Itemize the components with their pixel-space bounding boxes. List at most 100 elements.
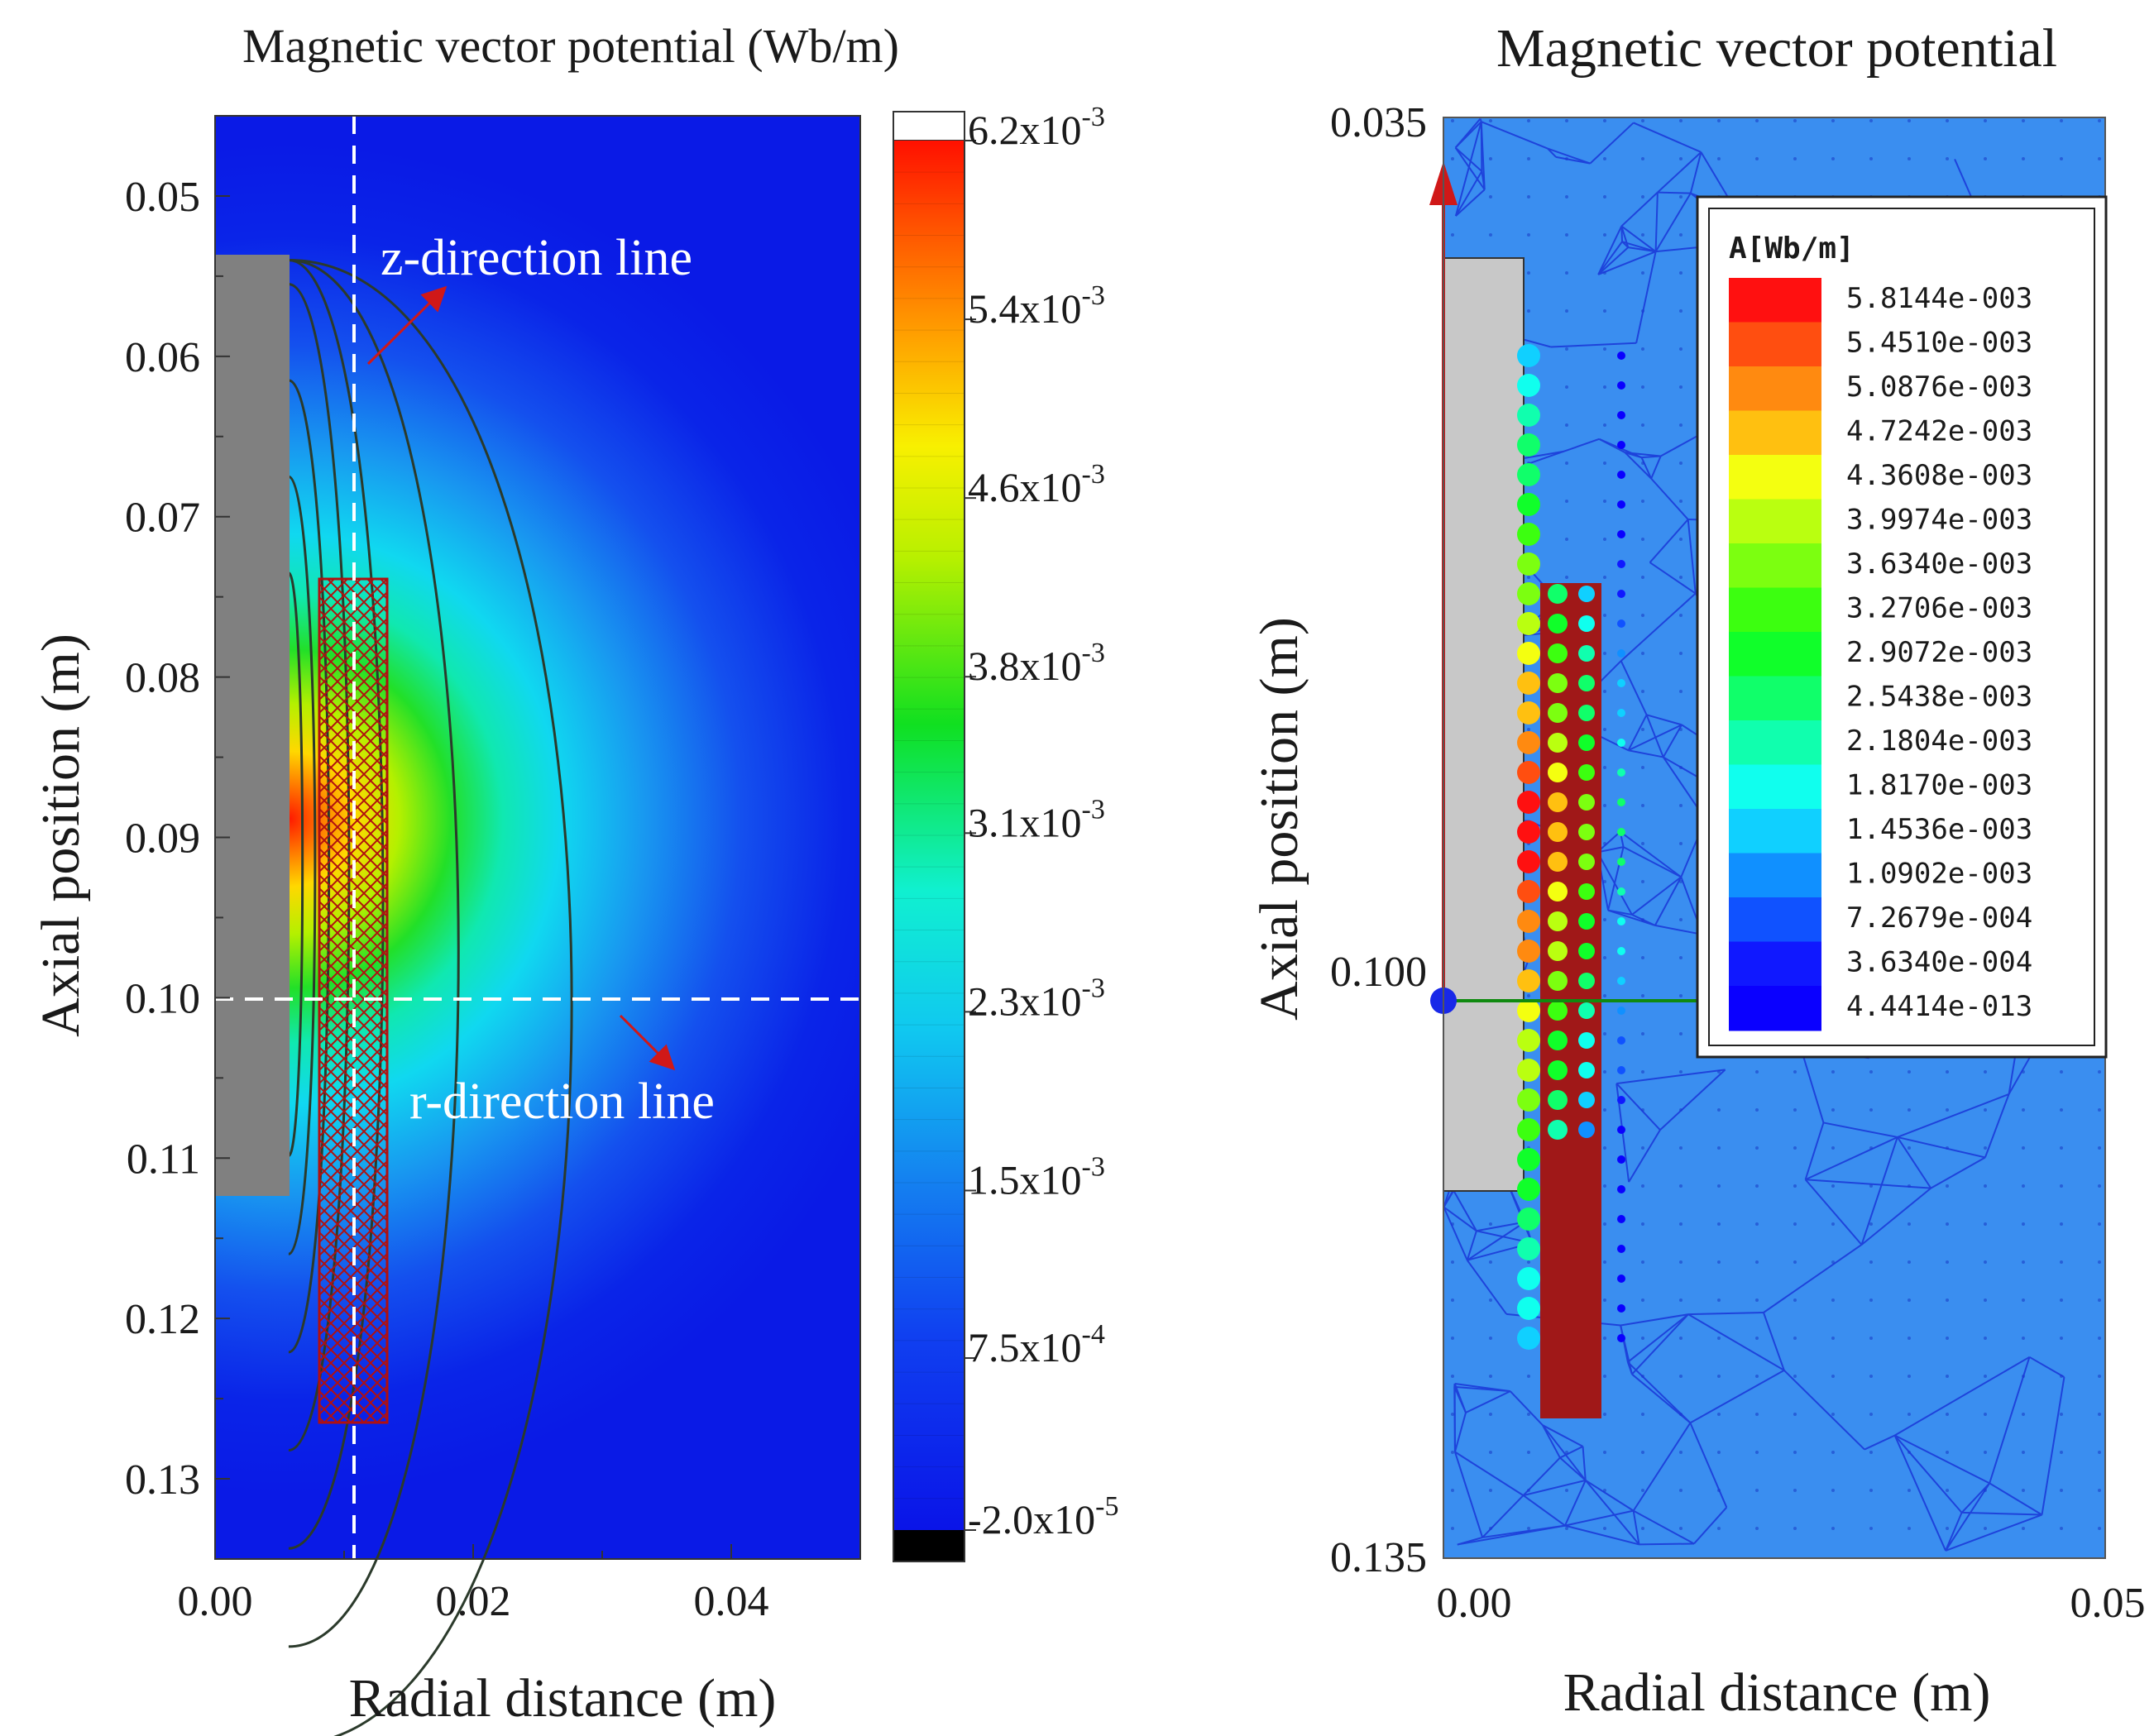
mesh-edge [1547,147,1557,158]
legend-entry: 7.2679e-004 [1846,901,2032,935]
mesh-edge [1897,1093,2009,1138]
mesh-edge [1945,1482,1991,1552]
potential-field [215,116,860,1559]
vector-marker [1617,1245,1625,1253]
legend-entry: 4.4414e-013 [1846,990,2032,1023]
mesh-edge [1542,1424,1587,1481]
vector-marker [1578,764,1595,781]
legend-entry: 1.8170e-003 [1846,769,2032,802]
mesh-edge [1454,1385,1510,1393]
mesh-edge [1522,1494,1566,1527]
x-axis-ticks: 0.00 0.02 0.04 [178,1544,861,1625]
y-tick-label: 0.13 [125,1456,200,1504]
vector-marker [1517,910,1540,933]
x-tick-label: 0.02 [436,1578,511,1625]
contour-line [288,259,573,1736]
vector-marker [1517,969,1540,992]
right-y-tick-top: 0.035 [1330,99,1427,146]
vector-marker [1548,584,1568,604]
vector-marker [1617,1036,1625,1045]
mesh-edge [1763,1244,1863,1313]
vector-marker [1617,1275,1625,1283]
mesh-edge [1646,714,1683,726]
y-tick-label: 0.05 [125,174,200,221]
vector-marker [1578,943,1595,959]
right-x-label: Radial distance (m) [1563,1662,1991,1723]
mesh-edge [1662,724,1683,758]
mesh-edge [1564,1480,1587,1527]
vector-marker [1548,733,1568,753]
z-direction-label: z-direction line [381,230,692,286]
mesh-edge [1657,191,1691,194]
y-tick-label: 0.11 [127,1136,200,1183]
mesh-edge [1466,1260,1507,1315]
mesh-edge [1616,1069,1726,1085]
left-x-label: Radial distance (m) [349,1668,777,1729]
legend-entry: 4.7242e-003 [1846,415,2032,448]
vector-marker [1517,493,1540,516]
vector-marker [1517,1237,1540,1260]
vector-marker [1617,977,1625,985]
vector-marker [1617,1155,1625,1164]
vector-marker [1617,887,1625,896]
vector-marker [1517,1327,1540,1350]
mesh-edge [1559,1456,1587,1481]
mesh-edge [1453,1386,1456,1452]
vector-marker [1578,1062,1595,1078]
y-axis-ticks: 0.05 0.06 0.07 0.08 0.09 0.10 0.11 0.12 0.13 [125,174,230,1504]
mesh-edge [1864,1434,1896,1451]
vector-marker [1517,523,1540,546]
y-tick-label: 0.08 [125,655,200,702]
legend-box: A[Wb/m] 5.8144e-003 5.4510e-003 5.0876e-00… [1696,195,2108,1059]
mesh-edge [1564,1524,1639,1546]
x-tick-label: 0.04 [694,1578,769,1625]
legend-swatch [1729,632,1821,677]
vector-marker [1617,530,1625,538]
vector-marker [1517,642,1540,665]
mesh-edge [1631,1313,1689,1375]
mesh-edge [1454,146,1483,172]
vector-marker [1517,1208,1540,1231]
mesh-edge [1597,226,1623,275]
y-tick-label: 0.06 [125,334,200,381]
mesh-edge [1984,1093,2010,1158]
mesh-edge [1455,189,1486,217]
legend-entry: 1.0902e-003 [1846,858,2032,891]
mesh-edge [1639,1542,1695,1546]
vector-marker [1517,404,1540,427]
mesh-edge [1607,909,1633,916]
vector-marker [1578,1002,1595,1019]
mesh-edge [1689,1369,1785,1424]
mesh-edge [1457,1524,1566,1546]
vector-marker [1578,973,1595,989]
mesh-edge [1640,457,1653,480]
mesh-edge [1893,1435,1947,1552]
mesh-edge [1623,846,1682,878]
vector-marker [1617,1215,1625,1223]
mesh-edge [1763,1312,1785,1371]
vector-marker [1517,850,1540,873]
vector-markers [1517,344,1625,1350]
mesh-edge [1633,122,1702,153]
mesh-edge [1465,1390,1511,1413]
y-tick-label: 0.07 [125,495,200,542]
legend-swatch [1729,764,1821,810]
mesh-edge [1454,1451,1525,1496]
vector-marker [1578,1092,1595,1108]
mesh-edge [1616,1083,1661,1131]
mesh-edge [1454,117,1481,149]
vector-marker [1617,828,1625,836]
vector-marker [1617,709,1625,717]
mesh-edge [1659,1069,1726,1131]
vector-marker [1617,1096,1625,1104]
vector-marker [1517,374,1540,397]
mesh-edge [1628,749,1663,758]
vector-marker [1578,794,1595,811]
legend-swatch [1729,455,1821,500]
colorbar-bands [893,171,965,1499]
mesh-edge [1633,1509,1695,1545]
mesh-edge [1476,1221,1525,1232]
vector-marker [1578,1032,1595,1049]
vector-marker [1548,1090,1568,1110]
right-panel: Magnetic vector potential A[Wb/m] 5.8144… [1249,18,2146,1723]
